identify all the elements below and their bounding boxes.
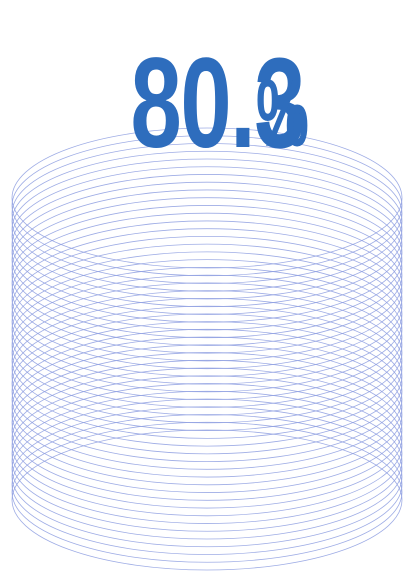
coil-ring — [11, 212, 403, 354]
coil-ring — [11, 406, 403, 548]
coil-ring — [11, 135, 403, 277]
coil-ring — [11, 143, 403, 284]
coil-ring — [11, 174, 403, 315]
coil-ring — [11, 158, 403, 300]
coil-ring — [11, 220, 403, 362]
coil-ring — [11, 166, 403, 308]
coil-ring — [11, 205, 403, 346]
stat-unit: % — [255, 60, 309, 167]
coil-ring — [11, 274, 403, 416]
coil-ring — [11, 421, 403, 563]
coil-ring — [11, 282, 403, 424]
stat-value: 80.3 — [130, 32, 305, 175]
coil-ring — [11, 259, 403, 401]
coil-ring — [11, 383, 403, 524]
coil-ring — [11, 375, 403, 517]
coil-rings — [11, 127, 403, 571]
coil-ring — [11, 321, 403, 462]
coil-ring — [11, 336, 403, 478]
coil-ring — [11, 150, 403, 292]
coil-ring — [11, 367, 403, 509]
coil-ring — [11, 344, 403, 486]
coil-ring — [11, 313, 403, 455]
coil-ring — [11, 181, 403, 323]
coil-ring — [11, 305, 403, 447]
coil-ring — [11, 189, 403, 331]
coil-ring — [11, 243, 403, 385]
coil-ring — [11, 236, 403, 377]
coil-ring — [11, 352, 403, 493]
coil-ring — [11, 398, 403, 540]
coil-ring — [11, 290, 403, 432]
coil-ring — [11, 359, 403, 501]
coil-ring — [11, 429, 403, 571]
coil-ring — [11, 390, 403, 532]
coil-ring — [11, 251, 403, 393]
coil-ring — [11, 414, 403, 555]
coil-ring — [11, 297, 403, 439]
coil-ring — [11, 127, 403, 269]
coil-ring — [11, 228, 403, 370]
coil-ring — [11, 266, 403, 408]
coil-ring — [11, 197, 403, 339]
coil-ring — [11, 328, 403, 470]
percentage-stat: 80.3 % — [0, 38, 404, 168]
